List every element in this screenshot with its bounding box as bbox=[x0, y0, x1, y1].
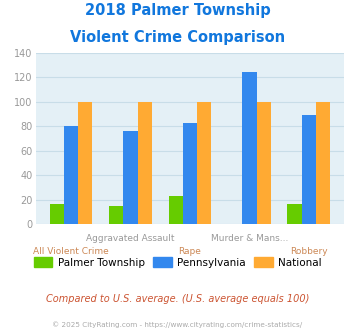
Text: All Violent Crime: All Violent Crime bbox=[33, 248, 109, 256]
Bar bbox=[50, 204, 64, 224]
Text: 2018 Palmer Township: 2018 Palmer Township bbox=[84, 3, 271, 18]
Bar bbox=[78, 102, 92, 224]
Text: Rape: Rape bbox=[179, 248, 201, 256]
Bar bbox=[169, 196, 183, 224]
Text: Murder & Mans...: Murder & Mans... bbox=[211, 234, 288, 243]
Bar bbox=[242, 72, 257, 224]
Text: Aggravated Assault: Aggravated Assault bbox=[86, 234, 175, 243]
Bar bbox=[109, 206, 123, 224]
Text: © 2025 CityRating.com - https://www.cityrating.com/crime-statistics/: © 2025 CityRating.com - https://www.city… bbox=[53, 322, 302, 328]
Legend: Palmer Township, Pennsylvania, National: Palmer Township, Pennsylvania, National bbox=[29, 253, 326, 272]
Bar bbox=[123, 131, 138, 224]
Bar bbox=[288, 204, 302, 224]
Text: Compared to U.S. average. (U.S. average equals 100): Compared to U.S. average. (U.S. average … bbox=[46, 294, 309, 304]
Bar bbox=[64, 126, 78, 224]
Text: Robbery: Robbery bbox=[290, 248, 328, 256]
Bar bbox=[257, 102, 271, 224]
Bar bbox=[316, 102, 330, 224]
Text: Violent Crime Comparison: Violent Crime Comparison bbox=[70, 30, 285, 45]
Bar bbox=[183, 123, 197, 224]
Bar bbox=[197, 102, 211, 224]
Bar bbox=[138, 102, 152, 224]
Bar bbox=[302, 115, 316, 224]
